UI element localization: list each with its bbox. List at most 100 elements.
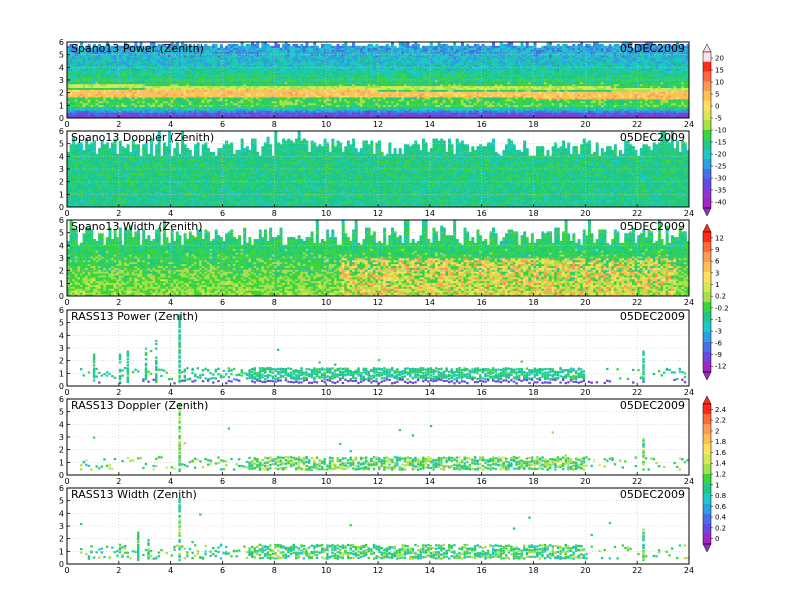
heatmap-cell (263, 55, 267, 58)
heatmap-cell (165, 66, 169, 69)
heatmap-cell (204, 45, 208, 49)
heatmap-cell (199, 80, 203, 83)
heatmap-cell (344, 114, 348, 117)
heatmap-cell (206, 85, 210, 88)
heatmap-cell (136, 99, 140, 102)
heatmap-cell (292, 95, 296, 98)
heatmap-cell (214, 112, 218, 115)
heatmap-cell (365, 78, 369, 81)
heatmap-cell (124, 112, 128, 115)
heatmap-cell (302, 61, 306, 64)
heatmap-cell (87, 102, 91, 106)
heatmap-cell (367, 47, 371, 50)
heatmap-cell (74, 80, 78, 83)
heatmap-cell (209, 62, 213, 66)
heatmap-cell (339, 110, 343, 113)
heatmap-cell (144, 110, 148, 113)
heatmap-cell (269, 76, 273, 79)
heatmap-cell (105, 80, 109, 83)
heatmap-cell (297, 68, 301, 71)
heatmap-cell (315, 116, 319, 118)
heatmap-cell (209, 83, 213, 87)
heatmap-cell (297, 76, 301, 79)
heatmap-cell (82, 87, 86, 90)
heatmap-cell (297, 57, 301, 60)
heatmap-cell (82, 83, 86, 87)
heatmap-cell (222, 70, 226, 73)
heatmap-cell (92, 106, 96, 109)
heatmap-cell (92, 99, 96, 102)
heatmap-cell (188, 59, 192, 62)
heatmap-cell (168, 59, 172, 62)
heatmap-cell (181, 64, 185, 68)
heatmap-cell (67, 49, 70, 52)
heatmap-cell (318, 95, 322, 98)
heatmap-cell (276, 62, 280, 66)
heatmap-cell (230, 81, 234, 85)
heatmap-cell (284, 87, 288, 90)
heatmap-cell (173, 55, 177, 58)
heatmap-cell (300, 51, 304, 54)
heatmap-cell (201, 87, 205, 90)
heatmap-cell (328, 114, 332, 117)
heatmap-cell (365, 89, 369, 92)
heatmap-cell (188, 97, 192, 100)
heatmap-cell (193, 108, 197, 111)
heatmap-cell (157, 99, 161, 102)
heatmap-cell (305, 106, 309, 109)
heatmap-cell (131, 70, 135, 73)
heatmap-cell (385, 106, 389, 109)
heatmap-cell (238, 114, 242, 117)
heatmap-cell (326, 114, 330, 117)
heatmap-cell (315, 83, 319, 87)
heatmap-cell (274, 99, 278, 102)
heatmap-cell (134, 112, 138, 115)
heatmap-cell (100, 68, 104, 71)
heatmap-cell (160, 53, 164, 56)
heatmap-cell (383, 57, 387, 60)
heatmap-cell (178, 49, 182, 52)
heatmap-cell (284, 116, 288, 118)
heatmap-cell (201, 116, 205, 118)
heatmap-cell (225, 59, 229, 62)
heatmap-cell (238, 66, 242, 69)
heatmap-cell (326, 78, 330, 81)
heatmap-cell (124, 97, 128, 100)
heatmap-cell (121, 68, 125, 71)
heatmap-cell (136, 83, 140, 87)
heatmap-cell (108, 80, 112, 83)
heatmap-cell (383, 55, 387, 58)
heatmap-cell (139, 42, 143, 45)
heatmap-cell (230, 47, 234, 50)
heatmap-cell (326, 95, 330, 98)
heatmap-cell (308, 72, 312, 75)
heatmap-cell (126, 112, 130, 115)
heatmap-cell (248, 43, 252, 47)
heatmap-cell (175, 43, 179, 47)
heatmap-cell (396, 106, 400, 109)
heatmap-cell (352, 108, 356, 111)
heatmap-cell (354, 87, 358, 90)
heatmap-cell (331, 49, 335, 52)
heatmap-cell (82, 108, 86, 111)
heatmap-cell (144, 108, 148, 111)
heatmap-cell (253, 43, 257, 47)
heatmap-cell (300, 85, 304, 88)
heatmap-cell (181, 74, 185, 77)
heatmap-cell (136, 112, 140, 115)
heatmap-cell (261, 45, 265, 49)
heatmap-cell (173, 66, 177, 69)
heatmap-cell (230, 99, 234, 102)
heatmap-cell (380, 70, 384, 73)
heatmap-cell (292, 97, 296, 100)
heatmap-cell (256, 106, 260, 109)
heatmap-cell (168, 78, 172, 81)
heatmap-cell (295, 57, 299, 60)
heatmap-cell (90, 83, 94, 87)
heatmap-cell (375, 106, 379, 109)
heatmap-cell (126, 91, 130, 94)
heatmap-cell (248, 74, 252, 77)
heatmap-cell (129, 78, 133, 81)
heatmap-cell (139, 106, 143, 109)
heatmap-cell (256, 43, 260, 47)
